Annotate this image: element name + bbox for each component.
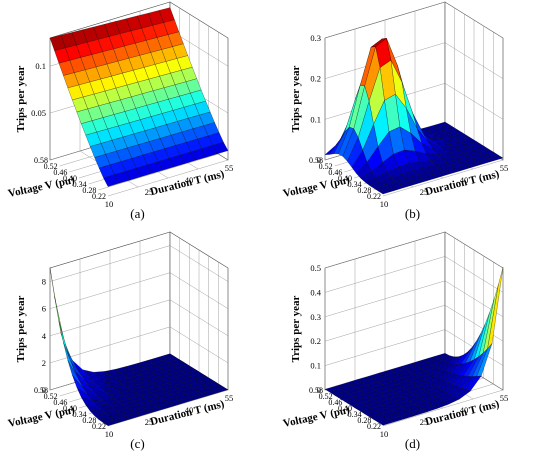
z-axis-label: Trips per year [15, 295, 27, 362]
x-tick-label: 25 [145, 187, 154, 197]
y-tick-label: 0.40 [338, 404, 352, 413]
y-axis-label: Voltage V (pu) [282, 174, 351, 200]
y-tick-labels: 0.580.520.460.400.340.280.22 [34, 156, 106, 201]
x-tick-label: 10 [380, 199, 389, 209]
y-tick-label: 0.52 [319, 162, 333, 171]
y-tick-label: 0.40 [63, 174, 77, 183]
z-tick-label: 0.3 [310, 33, 321, 43]
y-tick-labels: 0.580.520.460.400.340.280.22 [34, 386, 106, 431]
x-tick-label: 40 [185, 405, 194, 415]
z-tick-label: 0.5 [310, 263, 321, 273]
y-tick-label: 0.58 [309, 156, 323, 165]
z-tick-label: 0.3 [310, 312, 321, 322]
x-tick-label: 40 [460, 175, 469, 185]
x-tick-label: 25 [145, 417, 154, 427]
y-tick-label: 0.34 [348, 180, 362, 189]
z-axis-label: Trips per year [15, 65, 27, 132]
y-tick-label: 0.46 [53, 398, 67, 407]
z-tick-label: 0.05 [31, 108, 46, 118]
y-tick-label: 0.46 [328, 168, 342, 177]
panel-label-d: (d) [404, 436, 421, 451]
y-tick-label: 0.28 [82, 186, 96, 195]
y-tick-label: 0.34 [348, 410, 362, 419]
y-tick-labels: 0.580.520.460.400.340.280.22 [309, 386, 381, 431]
x-tick-label: 55 [500, 393, 509, 403]
surface-mesh [49, 7, 229, 187]
y-tick-label: 0.34 [73, 180, 87, 189]
y-tick-label: 0.52 [319, 392, 333, 401]
x-tick-label: 40 [460, 405, 469, 415]
x-axis-label: Duration T (ms) [149, 168, 226, 198]
x-tick-label: 40 [185, 175, 194, 185]
y-axis-label: Voltage V (pu) [7, 174, 76, 200]
y-tick-label: 0.22 [367, 192, 381, 201]
z-tick-label: 0 [317, 385, 321, 395]
y-tick-label: 0.40 [63, 404, 77, 413]
x-tick-labels: 10 25 40 55 [380, 163, 509, 209]
y-tick-label: 0.28 [82, 416, 96, 425]
x-tick-label: 55 [500, 163, 509, 173]
y-tick-label: 0.34 [73, 410, 87, 419]
surface-mesh [49, 267, 229, 426]
surface-mesh [324, 267, 504, 426]
y-tick-label: 0.28 [357, 416, 371, 425]
z-tick-label: 0.4 [310, 287, 321, 297]
axis-walls [49, 231, 229, 427]
y-tick-label: 0.52 [44, 392, 58, 401]
x-tick-labels: 10 25 40 55 [105, 163, 234, 209]
y-tick-label: 0.46 [53, 168, 67, 177]
z-tick-label: 6 [42, 304, 46, 314]
x-tick-labels: 10 25 40 55 [380, 393, 509, 439]
z-axis-label: Trips per year [290, 295, 302, 362]
z-tick-label: 0.1 [310, 114, 321, 124]
chart-panel-a: 0.05 0.1 Trips per year 0.58 0.52 0.46 0.40 0.3… [0, 0, 275, 230]
z-axis-label: Trips per year [290, 65, 302, 132]
chart-panel-d: 0 0.1 0.2 0.3 0.4 0.5 Trips per year 0.58 0.52 0.… [275, 230, 550, 460]
z-tick-labels: 0 0.1 0.2 0.3 [310, 33, 321, 165]
y-tick-label: 0.22 [92, 422, 106, 431]
z-tick-label: 0.1 [310, 361, 321, 371]
x-tick-label: 10 [105, 199, 114, 209]
z-tick-label: 4 [42, 331, 47, 341]
z-tick-label: 0.2 [310, 74, 321, 84]
panel-label-c: (c) [130, 436, 145, 451]
y-tick-label: 0.22 [367, 422, 381, 431]
y-tick-label: 0.46 [328, 398, 342, 407]
y-tick-label: 0.58 [34, 156, 48, 165]
y-tick-label: 0.58 [34, 386, 48, 395]
y-axis-label: Voltage V (pu) [282, 404, 351, 430]
y-tick-label: 0.52 [44, 162, 58, 171]
y-tick-label: 0.58 [309, 386, 323, 395]
y-tick-label: 0.28 [357, 186, 371, 195]
z-tick-label: 0.2 [310, 336, 321, 346]
surface-plot-b: 0 0.1 0.2 0.3 Trips per year 0.580.520.460.40… [282, 1, 509, 209]
surface-mesh [324, 37, 504, 195]
z-tick-labels: 0.05 0.1 [31, 61, 46, 118]
x-tick-label: 25 [420, 417, 429, 427]
y-tick-labels: 0.580.520.460.400.340.280.22 [309, 156, 381, 201]
z-tick-label: 0 [317, 155, 321, 165]
x-tick-label: 25 [420, 187, 429, 197]
panel-label-b: (b) [404, 206, 421, 221]
chart-panel-c: 0 2 4 6 8 Trips per year 0.58 0.52 0.46 0.40 0.34 0… [0, 230, 275, 460]
z-tick-label: 2 [42, 358, 46, 368]
z-tick-label: 0.1 [35, 61, 46, 71]
chart-panel-b: 0 0.1 0.2 0.3 Trips per year 0.58 0.52 0.46 0.40… [275, 0, 550, 230]
z-tick-label: 8 [42, 277, 46, 287]
x-tick-label: 55 [225, 393, 234, 403]
x-tick-labels: 10 25 40 55 [105, 393, 234, 439]
panel-label-a: (a) [130, 206, 145, 221]
x-tick-label: 10 [105, 429, 114, 439]
z-tick-labels: 0 2 4 6 8 [42, 277, 47, 395]
y-tick-label: 0.40 [338, 174, 352, 183]
y-axis-label: Voltage V (pu) [7, 404, 76, 430]
x-tick-label: 10 [380, 429, 389, 439]
surface-plot-a: 0.05 0.1 Trips per year 0.580.520.460.400.3… [7, 1, 234, 209]
x-tick-label: 55 [225, 163, 234, 173]
z-tick-labels: 0 0.1 0.2 0.3 0.4 0.5 [310, 263, 321, 395]
z-tick-label: 0 [42, 385, 46, 395]
y-tick-label: 0.22 [92, 192, 106, 201]
